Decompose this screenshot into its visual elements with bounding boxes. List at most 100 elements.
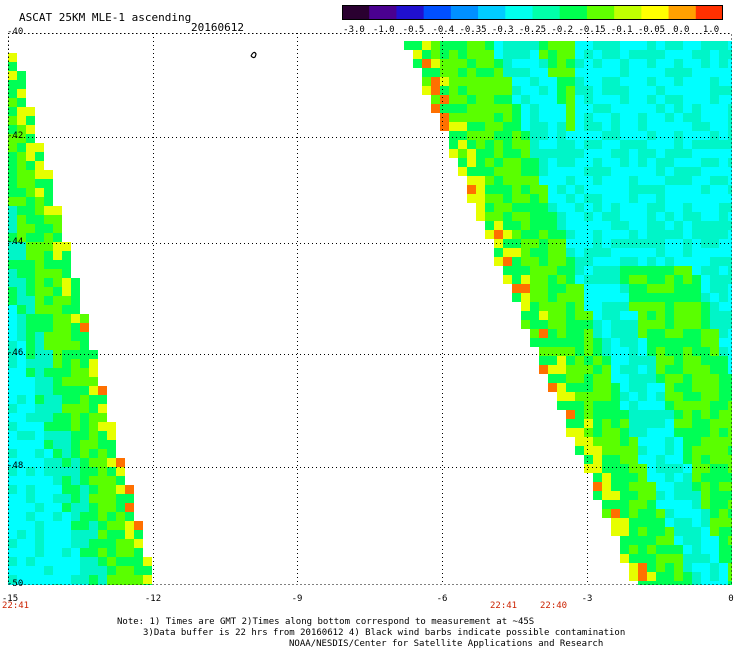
swath-cell (35, 494, 44, 503)
swath-cell (728, 401, 732, 410)
swath-cell (566, 50, 575, 59)
swath-cell (629, 446, 638, 455)
swath-cell (71, 377, 80, 386)
swath-cell (125, 512, 134, 521)
swath-cell (440, 50, 449, 59)
swath-cell (35, 449, 44, 458)
swath-cell (98, 575, 107, 584)
swath-cell (728, 140, 732, 149)
swath-cell (728, 203, 732, 212)
swath-cell (710, 311, 719, 320)
swath-cell (107, 557, 116, 566)
swath-cell (611, 221, 620, 230)
swath-cell (71, 539, 80, 548)
swath-cell (17, 359, 26, 368)
swath-cell (701, 311, 710, 320)
swath-cell (467, 122, 476, 131)
swath-cell (674, 68, 683, 77)
swath-cell (674, 446, 683, 455)
swath-cell (665, 410, 674, 419)
chart-title: ASCAT 25KM MLE-1 ascending (19, 11, 192, 24)
swath-cell (611, 518, 620, 527)
swath-cell (674, 77, 683, 86)
swath-cell (62, 305, 71, 314)
swath-cell (674, 338, 683, 347)
swath-cell (620, 410, 629, 419)
swath-cell (62, 494, 71, 503)
swath-cell (656, 563, 665, 572)
swath-cell (566, 68, 575, 77)
swath-cell (80, 530, 89, 539)
swath-cell (71, 278, 80, 287)
swath-cell (575, 410, 584, 419)
swath-cell (53, 233, 62, 242)
swath-cell (8, 458, 17, 467)
swath-cell (611, 311, 620, 320)
swath-cell (620, 338, 629, 347)
wind-map-plot[interactable] (8, 33, 732, 585)
swath-cell (548, 275, 557, 284)
swath-cell (665, 68, 674, 77)
swath-cell (107, 548, 116, 557)
swath-cell (125, 548, 134, 557)
swath-cell (719, 491, 728, 500)
swath-cell (467, 41, 476, 50)
swath-cell (485, 167, 494, 176)
swath-cell (503, 185, 512, 194)
swath-cell (665, 545, 674, 554)
swath-cell (620, 257, 629, 266)
swath-cell (62, 449, 71, 458)
swath-cell (458, 50, 467, 59)
swath-cell (629, 131, 638, 140)
swath-cell (557, 248, 566, 257)
swath-cell (629, 257, 638, 266)
swath-cell (8, 377, 17, 386)
swath-cell (701, 509, 710, 518)
swath-cell (44, 503, 53, 512)
swath-cell (17, 521, 26, 530)
swath-cell (17, 422, 26, 431)
swath-cell (728, 284, 732, 293)
swath-cell (80, 440, 89, 449)
swath-cell (71, 530, 80, 539)
swath-cell (701, 77, 710, 86)
swath-cell (539, 302, 548, 311)
swath-cell (719, 131, 728, 140)
swath-cell (701, 356, 710, 365)
swath-cell (143, 575, 152, 584)
swath-cell (656, 194, 665, 203)
swath-cell (602, 320, 611, 329)
swath-cell (566, 131, 575, 140)
swath-cell (17, 260, 26, 269)
swath-cell (692, 473, 701, 482)
swath-cell (647, 500, 656, 509)
swath-cell (620, 311, 629, 320)
color-scale-tick-label: -0.05 (637, 25, 666, 35)
swath-cell (26, 278, 35, 287)
swath-cell (719, 248, 728, 257)
swath-cell (638, 248, 647, 257)
swath-cell (548, 311, 557, 320)
swath-cell (593, 473, 602, 482)
swath-cell (683, 266, 692, 275)
swath-cell (710, 509, 719, 518)
swath-cell (638, 356, 647, 365)
swath-cell (530, 311, 539, 320)
swath-cell (521, 203, 530, 212)
swath-cell (539, 59, 548, 68)
swath-cell (728, 500, 732, 509)
swath-cell (71, 431, 80, 440)
swath-cell (638, 41, 647, 50)
swath-cell (80, 503, 89, 512)
swath-cell (629, 284, 638, 293)
swath-cell (629, 275, 638, 284)
swath-cell (26, 242, 35, 251)
swath-cell (17, 386, 26, 395)
swath-cell (62, 440, 71, 449)
swath-cell (539, 68, 548, 77)
swath-cell (413, 50, 422, 59)
swath-cell (575, 212, 584, 221)
swath-cell (8, 467, 17, 476)
swath-cell (8, 71, 17, 80)
swath-cell (26, 548, 35, 557)
